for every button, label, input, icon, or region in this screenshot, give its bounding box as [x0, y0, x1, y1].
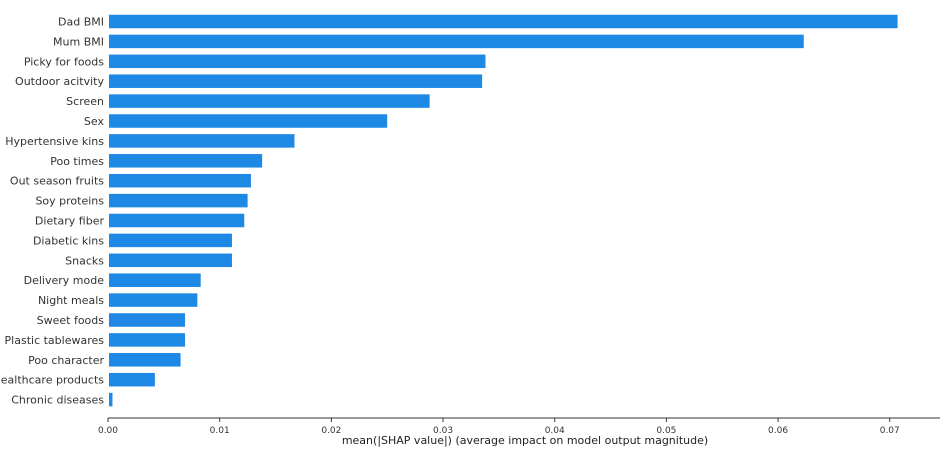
category-label-outdoor-acitvity: Outdoor acitvity [15, 75, 104, 88]
bar-screen [109, 94, 430, 108]
category-label-poo-character: Poo character [28, 354, 104, 367]
bar-healthcare-products [109, 372, 155, 387]
x-tick-label-1: 0.01 [210, 426, 230, 436]
bar-plastic-tablewares [109, 333, 186, 347]
bar-night-meals [109, 293, 198, 307]
category-label-healthcare-products: Healthcare products [0, 374, 104, 387]
bar-dietary-fiber [109, 213, 245, 228]
category-label-sweet-foods: Sweet foods [37, 314, 105, 327]
category-label-out-season-fruits: Out season fruits [10, 175, 104, 188]
category-label-poo-times: Poo times [50, 155, 104, 168]
category-label-delivery-mode: Delivery mode [24, 274, 105, 287]
x-tick-label-4: 0.04 [545, 426, 565, 436]
category-label-hypertensive-kins: Hypertensive kins [5, 135, 104, 148]
bar-chronic-diseases [109, 392, 113, 407]
bar-poo-times [109, 154, 263, 168]
x-tick-label-7: 0.07 [880, 426, 900, 436]
bar-sex [109, 114, 388, 128]
bar-dad-bmi [109, 14, 898, 29]
bar-poo-character [109, 353, 181, 367]
category-label-screen: Screen [66, 95, 104, 108]
category-label-snacks: Snacks [65, 254, 104, 267]
x-tick-label-6: 0.06 [768, 426, 788, 436]
bar-picky-for-foods [109, 54, 486, 69]
category-label-sex: Sex [84, 115, 105, 128]
category-label-dietary-fiber: Dietary fiber [35, 215, 105, 228]
bar-sweet-foods [109, 313, 186, 327]
category-label-plastic-tablewares: Plastic tablewares [5, 334, 105, 347]
bar-mum-bmi [109, 34, 804, 49]
category-label-diabetic-kins: Diabetic kins [33, 234, 104, 247]
bar-out-season-fruits [109, 173, 251, 188]
x-axis: 0.00 0.01 0.02 0.03 0.04 0.05 0.06 0.07 [98, 417, 940, 436]
category-label-soy-proteins: Soy proteins [35, 195, 104, 208]
bar-snacks [109, 253, 232, 268]
category-label-dad-bmi: Dad BMI [58, 16, 104, 29]
category-labels: Dad BMI Mum BMI Picky for foods Outdoor aci… [0, 16, 104, 407]
x-tick-label-0: 0.00 [98, 426, 118, 436]
bar-soy-proteins [109, 193, 248, 208]
bar-outdoor-acitvity [109, 74, 483, 88]
category-label-chronic-diseases: Chronic diseases [11, 394, 104, 407]
x-tick-label-3: 0.03 [433, 426, 453, 436]
x-axis-title: mean(|SHAP value|) (average impact on mo… [342, 434, 708, 447]
bar-delivery-mode [109, 273, 201, 287]
bar-diabetic-kins [109, 233, 232, 248]
bar-hypertensive-kins [109, 134, 295, 148]
category-label-picky-for-foods: Picky for foods [24, 55, 104, 68]
bars-layer [109, 14, 898, 407]
category-label-night-meals: Night meals [38, 294, 104, 307]
x-tick-label-2: 0.02 [321, 426, 341, 436]
category-label-mum-bmi: Mum BMI [53, 35, 104, 48]
x-tick-label-5: 0.05 [656, 426, 676, 436]
